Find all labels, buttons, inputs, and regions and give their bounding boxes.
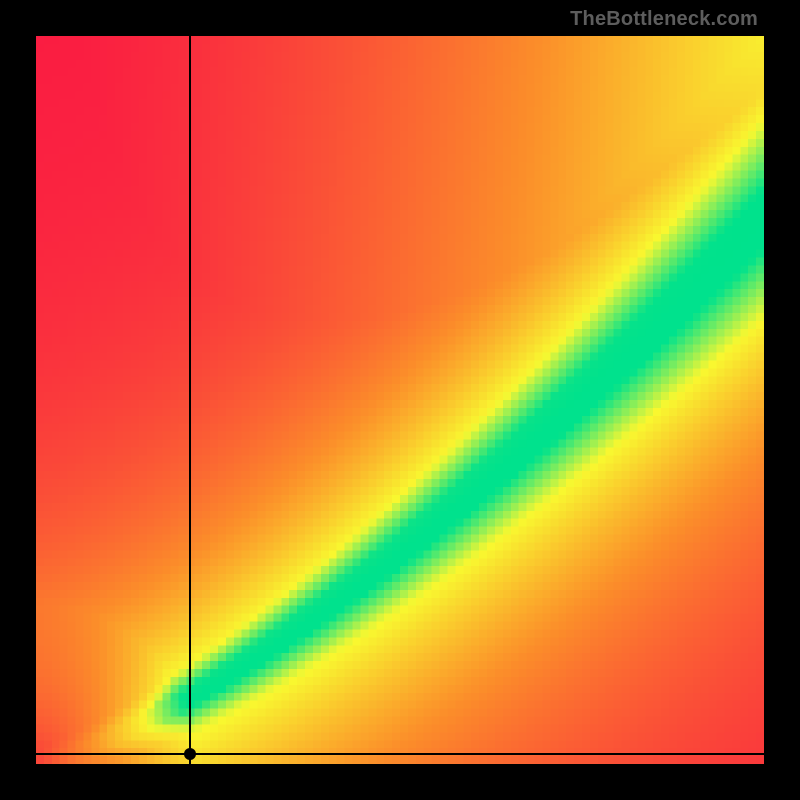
selected-point-marker[interactable] [184,748,196,760]
bottleneck-heatmap [36,36,764,764]
plot-area [36,36,764,764]
attribution-text: TheBottleneck.com [570,8,758,31]
